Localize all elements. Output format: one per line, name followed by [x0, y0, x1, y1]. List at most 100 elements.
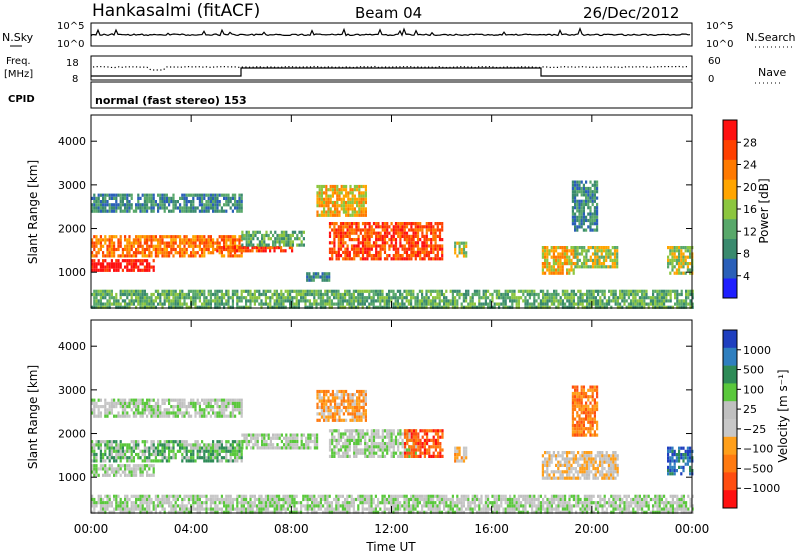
heatmap-cell [614, 292, 617, 297]
heatmap-cell [587, 258, 590, 262]
heatmap-cell [559, 246, 562, 250]
heatmap-cell [108, 464, 111, 468]
heatmap-cell [571, 209, 574, 213]
heatmap-cell [240, 200, 243, 204]
heatmap-cell [356, 213, 359, 217]
heatmap-cell [600, 255, 603, 259]
heatmap-cell [317, 292, 320, 297]
heatmap-cell [579, 292, 582, 297]
heatmap-cell [399, 435, 402, 439]
heatmap-cell [337, 225, 340, 229]
heatmap-cell [372, 442, 376, 446]
heatmap-cell [341, 292, 344, 297]
heatmap-cell [128, 292, 131, 297]
heatmap-cell [113, 398, 116, 402]
heatmap-cell [194, 209, 197, 213]
heatmap-cell [410, 292, 413, 297]
heatmap-cell [201, 440, 204, 444]
heatmap-cell [334, 204, 337, 208]
heatmap-cell [192, 296, 195, 300]
heatmap-cell [209, 302, 212, 306]
heatmap-cell [97, 302, 100, 306]
heatmap-cell [596, 196, 599, 200]
heatmap-cell [282, 249, 285, 253]
heatmap-cell [198, 405, 201, 409]
heatmap-cell [154, 414, 157, 418]
heatmap-cell [278, 299, 281, 303]
heatmap-cell [427, 244, 431, 248]
heatmap-cell [593, 193, 596, 197]
heatmap-cell [179, 244, 182, 248]
heatmap-cell [141, 247, 144, 252]
heatmap-cell [99, 459, 102, 463]
heatmap-cell [553, 296, 556, 300]
heatmap-cell [214, 289, 217, 293]
heatmap-cell [419, 451, 422, 455]
heatmap-cell [338, 204, 341, 208]
heatmap-cell [141, 244, 144, 248]
heatmap-cell [157, 449, 160, 453]
y-tick-label: 2000 [58, 223, 86, 236]
heatmap-cell [379, 254, 382, 258]
heatmap-cell [346, 244, 349, 248]
heatmap-cell [441, 247, 444, 251]
heatmap-cell [423, 238, 426, 242]
heatmap-cell [546, 246, 549, 250]
heatmap-cell [427, 222, 431, 226]
heatmap-cell [245, 296, 248, 300]
heatmap-cell [165, 398, 168, 402]
heatmap-cell [506, 289, 509, 293]
heatmap-cell [412, 435, 415, 439]
heatmap-cell [410, 435, 413, 439]
heatmap-cell [535, 305, 538, 309]
nsky-tick-bottom: 10^0 [57, 39, 84, 50]
heatmap-cell [296, 433, 299, 437]
heatmap-cell [360, 399, 363, 403]
heatmap-cell [336, 184, 339, 189]
nave-dotted-trace [92, 65, 688, 71]
heatmap-cell [360, 191, 363, 195]
heatmap-cell [238, 443, 241, 447]
heatmap-cell [591, 190, 594, 194]
heatmap-cell [390, 241, 393, 245]
heatmap-cell [229, 456, 232, 460]
heatmap-cell [592, 296, 595, 300]
heatmap-cell [110, 238, 113, 242]
heatmap-cell [161, 206, 164, 210]
heatmap-cell [152, 209, 155, 213]
heatmap-cell [583, 262, 586, 266]
heatmap-cell [331, 194, 334, 198]
heatmap-cell [383, 296, 386, 300]
heatmap-cell [641, 299, 644, 303]
heatmap-cell [593, 215, 596, 219]
heatmap-cell [434, 442, 437, 446]
heatmap-cell [236, 296, 239, 300]
heatmap-cell [194, 440, 197, 444]
heatmap-cell [194, 414, 197, 418]
heatmap-cell [432, 289, 435, 293]
heatmap-cell [212, 247, 215, 252]
heatmap-cell [143, 452, 146, 457]
heatmap-cell [170, 299, 173, 303]
heatmap-cell [212, 209, 215, 213]
heatmap-cell [300, 296, 303, 300]
heatmap-cell [203, 305, 206, 309]
heatmap-cell [347, 393, 350, 397]
heatmap-cell [394, 438, 398, 442]
heatmap-cell [163, 292, 166, 297]
heatmap-cell [403, 222, 406, 226]
heatmap-cell [599, 302, 602, 306]
heatmap-cell [113, 241, 116, 245]
heatmap-cell [348, 432, 351, 436]
heatmap-cell [263, 433, 266, 437]
heatmap-cell [293, 289, 296, 293]
heatmap-cell [209, 203, 212, 207]
heatmap-cell [495, 296, 498, 300]
heatmap-cell [295, 299, 298, 303]
heatmap-cell [320, 188, 323, 192]
heatmap-cell [366, 289, 369, 293]
heatmap-cell [578, 186, 581, 191]
heatmap-cell [143, 456, 146, 460]
heatmap-cell [121, 456, 124, 460]
heatmap-cell [157, 411, 160, 415]
